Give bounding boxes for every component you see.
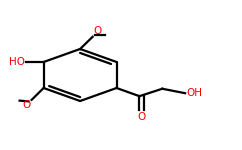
Text: OH: OH (186, 88, 202, 98)
Text: HO: HO (9, 57, 25, 67)
Text: O: O (93, 26, 101, 36)
Text: O: O (137, 112, 145, 122)
Text: O: O (23, 100, 31, 111)
